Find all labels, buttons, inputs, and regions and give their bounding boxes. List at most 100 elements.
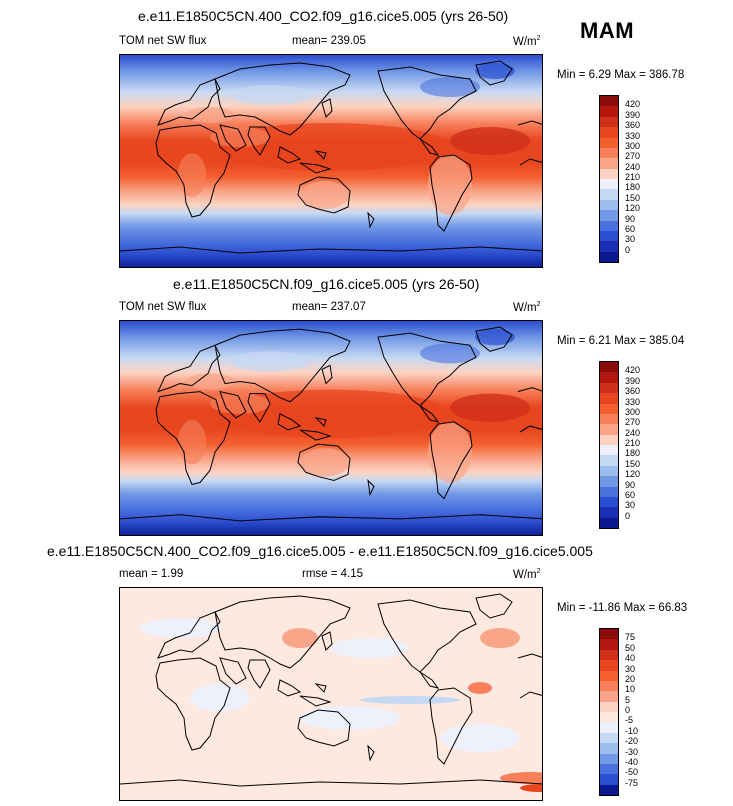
colorbar-swatch	[600, 137, 618, 148]
colorbar-swatch	[600, 403, 618, 414]
colorbar-swatch	[600, 199, 618, 211]
minmax-label: Min = 6.29 Max = 386.78	[557, 69, 685, 81]
colorbar-swatch	[600, 179, 618, 190]
map-diff	[120, 588, 543, 801]
season-label: MAM	[580, 18, 635, 43]
colorbar-swatch	[600, 168, 618, 179]
colorbar-tick-label: 90	[625, 213, 636, 224]
colorbar-tick-label: 420	[625, 99, 641, 110]
colorbar-swatch	[600, 763, 618, 775]
colorbar-swatch	[600, 629, 618, 640]
rmse-label: rmse = 4.15	[302, 568, 364, 580]
colorbar-swatch	[600, 382, 618, 394]
units-label: W/m2	[513, 301, 541, 314]
colorbar-tick-label: -10	[625, 725, 639, 736]
colorbar-tick-label: 50	[625, 642, 636, 653]
colorbar-tick-label: 60	[625, 489, 636, 500]
colorbar-tick-label: 20	[625, 673, 636, 684]
colorbar-tick-label: 300	[625, 406, 641, 417]
colorbar-swatch	[600, 455, 618, 466]
colorbar-tick-label: -75	[625, 777, 639, 788]
colorbar-swatch	[600, 230, 618, 242]
colorbar-tick-label: -20	[625, 736, 639, 747]
colorbar-swatch	[600, 712, 618, 723]
colorbar-swatch	[600, 496, 618, 508]
colorbar-tick-label: -5	[625, 715, 634, 726]
colorbar	[599, 361, 619, 529]
colorbar-tick-label: 180	[625, 448, 641, 459]
colorbar-swatch	[600, 476, 618, 487]
colorbar-tick-label: -30	[625, 746, 639, 757]
colorbar-tick-label: 360	[625, 120, 641, 131]
colorbar	[599, 95, 619, 263]
colorbar-tick-label: 30	[625, 500, 636, 511]
colorbar-tick-label: 180	[625, 182, 641, 193]
colorbar-tick-label: 330	[625, 130, 641, 141]
colorbar-swatch	[600, 507, 618, 518]
colorbar-swatch	[600, 413, 618, 425]
colorbar-swatch	[600, 424, 618, 435]
colorbar-swatch	[600, 486, 618, 497]
minmax-label: Min = -11.86 Max = 66.83	[557, 602, 688, 614]
colorbar-swatch	[600, 639, 618, 650]
colorbar-tick-label: 240	[625, 161, 641, 172]
colorbar-tick-label: 0	[625, 705, 631, 715]
colorbar-swatch	[600, 158, 618, 169]
colorbar-swatch	[600, 251, 618, 262]
colorbar-tick-label: 30	[625, 234, 636, 245]
colorbar	[599, 628, 619, 796]
map-field	[120, 321, 543, 536]
mean-label: mean= 237.07	[292, 301, 366, 313]
colorbar-swatch	[600, 784, 618, 795]
colorbar-tick-label: 120	[625, 469, 641, 480]
map-field	[120, 55, 543, 268]
colorbar-swatch	[600, 96, 618, 107]
colorbar-swatch	[600, 649, 618, 661]
colorbar-swatch	[600, 116, 618, 128]
colorbar-swatch	[600, 722, 618, 733]
colorbar-swatch	[600, 445, 618, 456]
colorbar-tick-label: 75	[625, 632, 636, 643]
colorbar-swatch	[600, 701, 618, 712]
colorbar-swatch	[600, 241, 618, 252]
units-label: W/m2	[513, 568, 541, 581]
colorbar-swatch	[600, 517, 618, 528]
colorbar-tick-label: 270	[625, 151, 641, 162]
map-plot	[119, 320, 543, 536]
colorbar-swatch	[600, 732, 618, 744]
colorbar-tick-label: 0	[625, 244, 631, 255]
colorbar-swatch	[600, 753, 618, 764]
colorbar-swatch	[600, 465, 618, 477]
mean-label: mean = 1.99	[119, 568, 184, 580]
colorbar-swatch	[600, 106, 618, 117]
colorbar-swatch	[600, 147, 618, 159]
colorbar-swatch	[600, 220, 618, 231]
colorbar-swatch	[600, 691, 618, 702]
colorbar-tick-label: -40	[625, 756, 639, 767]
colorbar-swatch	[600, 680, 618, 692]
colorbar-tick-label: 420	[625, 365, 641, 376]
colorbar-swatch	[600, 189, 618, 200]
colorbar-swatch	[600, 393, 618, 404]
colorbar-tick-label: 300	[625, 140, 641, 151]
colorbar-swatch	[600, 660, 618, 671]
panel-title: e.e11.E1850C5CN.f09_g16.cice5.005 (yrs 2…	[173, 276, 480, 292]
colorbar-tick-label: 60	[625, 223, 636, 234]
colorbar-tick-label: 390	[625, 109, 641, 120]
colorbar-swatch	[600, 670, 618, 681]
colorbar-swatch	[600, 127, 618, 138]
minmax-label: Min = 6.21 Max = 385.04	[557, 335, 685, 347]
colorbar-swatch	[600, 372, 618, 383]
panel-title: e.e11.E1850C5CN.400_CO2.f09_g16.cice5.00…	[138, 8, 509, 24]
field-label: TOM net SW flux	[119, 301, 207, 313]
map-plot	[119, 587, 543, 801]
colorbar-tick-label: 5	[625, 694, 631, 705]
colorbar-tick-label: 90	[625, 479, 636, 490]
colorbar-tick-label: 0	[625, 510, 631, 521]
colorbar-tick-label: 240	[625, 427, 641, 438]
colorbar-tick-label: 120	[625, 203, 641, 214]
colorbar-swatch	[600, 743, 618, 754]
colorbar-tick-label: 330	[625, 396, 641, 407]
colorbar-swatch	[600, 362, 618, 373]
colorbar-tick-label: -50	[625, 767, 639, 778]
